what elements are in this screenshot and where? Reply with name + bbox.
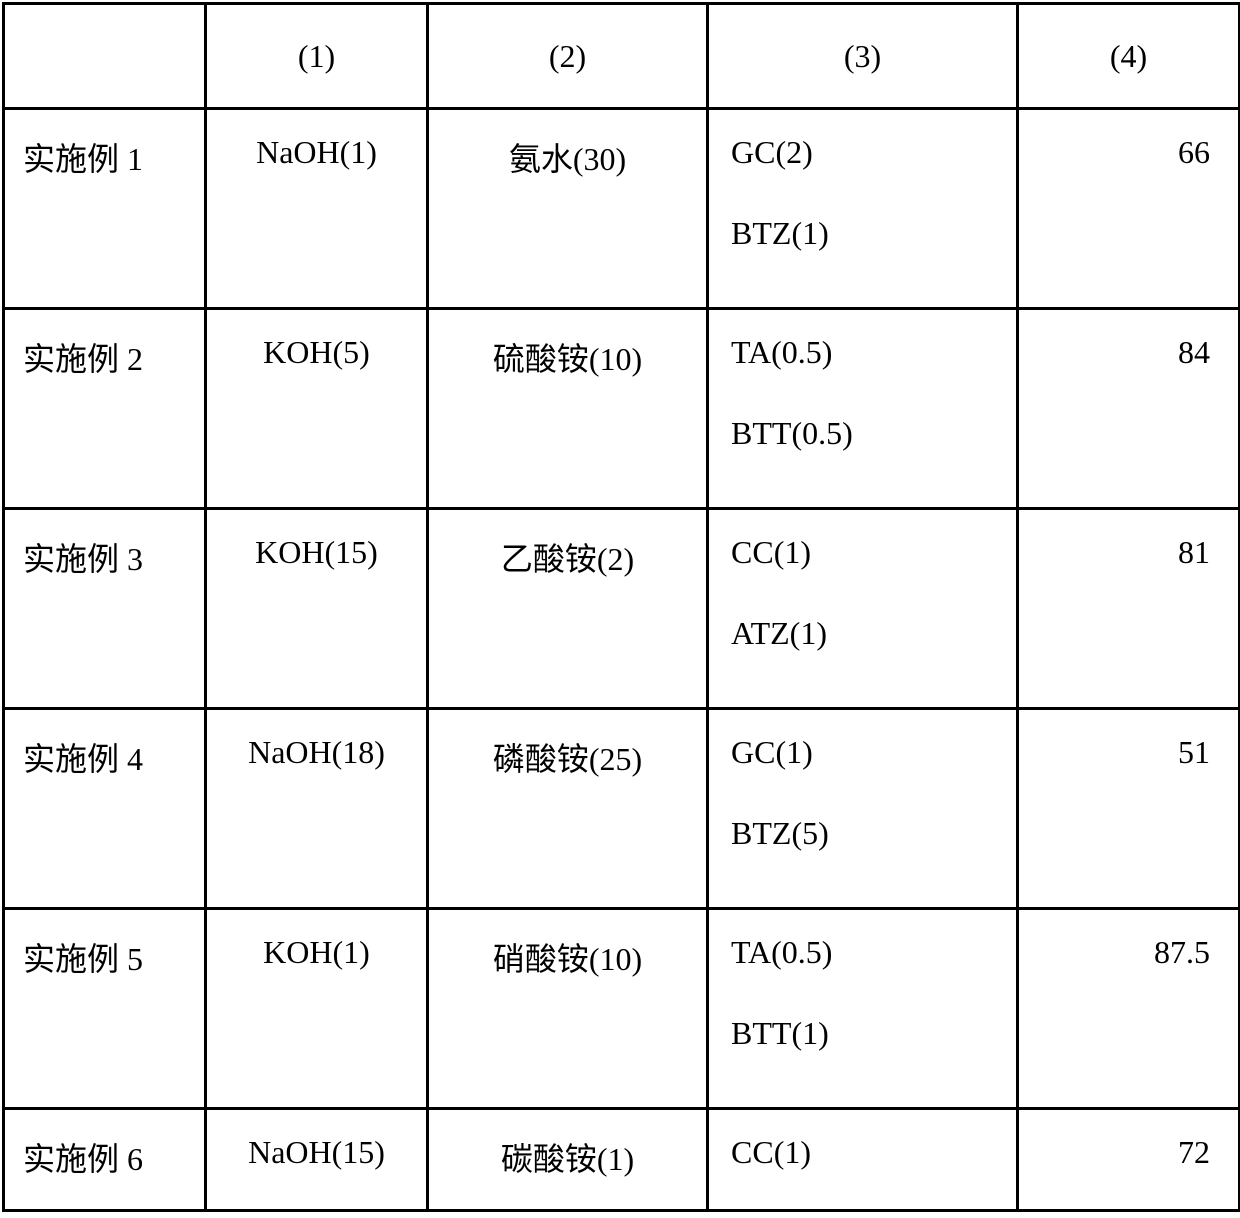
cell-c4: 72 — [1018, 1109, 1240, 1211]
cell-c2: 乙酸铵(2) — [428, 509, 708, 709]
data-table: (1) (2) (3) (4) 实施例 1 NaOH(1) 氨水(30) GC(… — [2, 2, 1240, 1212]
cell-c3-line1: CC(1) — [731, 1134, 811, 1170]
cell-c3-line1: TA(0.5) — [731, 934, 832, 970]
cell-c3-line1: CC(1) — [731, 534, 811, 570]
row-label: 实施例 6 — [4, 1109, 206, 1211]
col-header-1: (1) — [206, 4, 428, 109]
cell-c2: 碳酸铵(1) — [428, 1109, 708, 1211]
cell-c3-line1: TA(0.5) — [731, 334, 832, 370]
cell-c3-line1: GC(1) — [731, 734, 813, 770]
cell-c3-line2: BTT(1) — [731, 1015, 1016, 1052]
cell-c3-line2: ATZ(1) — [731, 615, 1016, 652]
row-label: 实施例 3 — [4, 509, 206, 709]
row-label: 实施例 2 — [4, 309, 206, 509]
cell-c3: TA(0.5) BTT(1) — [708, 909, 1018, 1109]
col-header-4: (4) — [1018, 4, 1240, 109]
cell-c1: KOH(15) — [206, 509, 428, 709]
table-row: 实施例 5 KOH(1) 硝酸铵(10) TA(0.5) BTT(1) 87.5 — [4, 909, 1240, 1109]
cell-c3-line2: BTZ(5) — [731, 815, 1016, 852]
cell-c3: CC(1) ATZ(1) — [708, 509, 1018, 709]
cell-c4: 81 — [1018, 509, 1240, 709]
cell-c2: 磷酸铵(25) — [428, 709, 708, 909]
cell-c3-line2: BTT(0.5) — [731, 415, 1016, 452]
col-header-blank — [4, 4, 206, 109]
row-label: 实施例 5 — [4, 909, 206, 1109]
table-row: 实施例 1 NaOH(1) 氨水(30) GC(2) BTZ(1) 66 — [4, 109, 1240, 309]
cell-c1: NaOH(1) — [206, 109, 428, 309]
cell-c3: CC(1) — [708, 1109, 1018, 1211]
cell-c3-line1: GC(2) — [731, 134, 813, 170]
row-label: 实施例 1 — [4, 109, 206, 309]
row-label: 实施例 4 — [4, 709, 206, 909]
cell-c4: 51 — [1018, 709, 1240, 909]
cell-c4: 84 — [1018, 309, 1240, 509]
cell-c3: GC(1) BTZ(5) — [708, 709, 1018, 909]
cell-c2: 硫酸铵(10) — [428, 309, 708, 509]
cell-c1: NaOH(18) — [206, 709, 428, 909]
table-row: 实施例 4 NaOH(18) 磷酸铵(25) GC(1) BTZ(5) 51 — [4, 709, 1240, 909]
table-row: 实施例 6 NaOH(15) 碳酸铵(1) CC(1) 72 — [4, 1109, 1240, 1211]
cell-c3: GC(2) BTZ(1) — [708, 109, 1018, 309]
col-header-2: (2) — [428, 4, 708, 109]
table-header-row: (1) (2) (3) (4) — [4, 4, 1240, 109]
cell-c4: 66 — [1018, 109, 1240, 309]
cell-c4: 87.5 — [1018, 909, 1240, 1109]
table-row: 实施例 3 KOH(15) 乙酸铵(2) CC(1) ATZ(1) 81 — [4, 509, 1240, 709]
cell-c2: 硝酸铵(10) — [428, 909, 708, 1109]
cell-c2: 氨水(30) — [428, 109, 708, 309]
cell-c3-line2: BTZ(1) — [731, 215, 1016, 252]
col-header-3: (3) — [708, 4, 1018, 109]
table-row: 实施例 2 KOH(5) 硫酸铵(10) TA(0.5) BTT(0.5) 84 — [4, 309, 1240, 509]
cell-c3: TA(0.5) BTT(0.5) — [708, 309, 1018, 509]
cell-c1: KOH(5) — [206, 309, 428, 509]
cell-c1: NaOH(15) — [206, 1109, 428, 1211]
cell-c1: KOH(1) — [206, 909, 428, 1109]
